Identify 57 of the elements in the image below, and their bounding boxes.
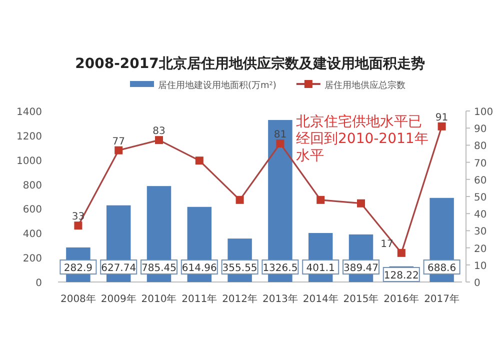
point (195, 156, 204, 165)
data-label: 355.55 (222, 263, 258, 274)
x-tick-label: 2013年 (262, 293, 298, 305)
point (236, 196, 244, 204)
point (114, 146, 123, 154)
y-tick-label: 1000 (16, 156, 42, 167)
x-tick-label: 2009年 (100, 293, 136, 305)
x-tick-label: 2010年 (141, 293, 177, 305)
x-tick-label: 2015年 (343, 293, 379, 305)
y-tick-label: 0 (36, 278, 42, 289)
y-tick-label: 600 (22, 204, 42, 216)
x-tick-label: 2008年 (60, 293, 96, 305)
x-tick-label: 2011年 (182, 293, 218, 305)
chart-title: 2008-2017北京居住用地供应宗数及建设用地面积走势 (75, 55, 425, 72)
y2-tick-label: 40 (474, 210, 487, 221)
legend-label: 居住用地建设用地面积(万m²) (158, 80, 276, 91)
legend-label: 居住用地供应总宗数 (324, 80, 406, 91)
y-tick-label: 400 (22, 229, 42, 240)
point (438, 122, 446, 130)
y-tick-label: 800 (22, 180, 42, 192)
y-tick-label: 200 (22, 254, 42, 265)
y2-tick-label: 100 (474, 107, 494, 118)
data-label: 401.1 (306, 263, 335, 274)
point (316, 196, 325, 204)
x-tick-label: 2014年 (302, 293, 338, 305)
point (276, 139, 284, 148)
data-label: 77 (112, 136, 125, 148)
data-label: 614.96 (182, 263, 217, 274)
y-tick-label: 1200 (16, 131, 42, 142)
data-label: 282.9 (64, 263, 93, 274)
y2-tick-label: 0 (474, 278, 480, 289)
data-label: 785.45 (142, 263, 176, 274)
y2-tick-label: 10 (474, 260, 487, 272)
y2-tick-label: 50 (474, 192, 487, 204)
data-label: 1326.5 (262, 263, 298, 274)
y2-tick-label: 90 (474, 124, 487, 136)
annotation: 北京住宅供地水平已经回到2010-2011年水平 (296, 114, 428, 164)
data-label: 688.6 (427, 263, 456, 274)
point (155, 136, 163, 144)
y2-tick-label: 70 (474, 158, 487, 170)
x-tick-label: 2017年 (424, 293, 460, 305)
data-label: 17 (380, 238, 394, 250)
x-tick-label: 2012年 (222, 293, 258, 305)
data-label: 389.47 (344, 263, 378, 274)
y2-tick-label: 80 (474, 141, 487, 152)
y2-tick-label: 20 (474, 244, 487, 255)
point (397, 248, 406, 257)
y2-tick-label: 30 (474, 226, 487, 238)
data-label: 83 (152, 126, 166, 138)
y2-tick-label: 60 (474, 175, 487, 186)
y-tick-label: 1400 (16, 107, 42, 118)
data-label: 627.74 (101, 263, 136, 274)
point (74, 222, 82, 230)
point (357, 199, 365, 208)
data-label: 81 (274, 129, 287, 140)
data-label: 91 (435, 112, 448, 124)
x-tick-label: 2016年 (384, 293, 420, 305)
